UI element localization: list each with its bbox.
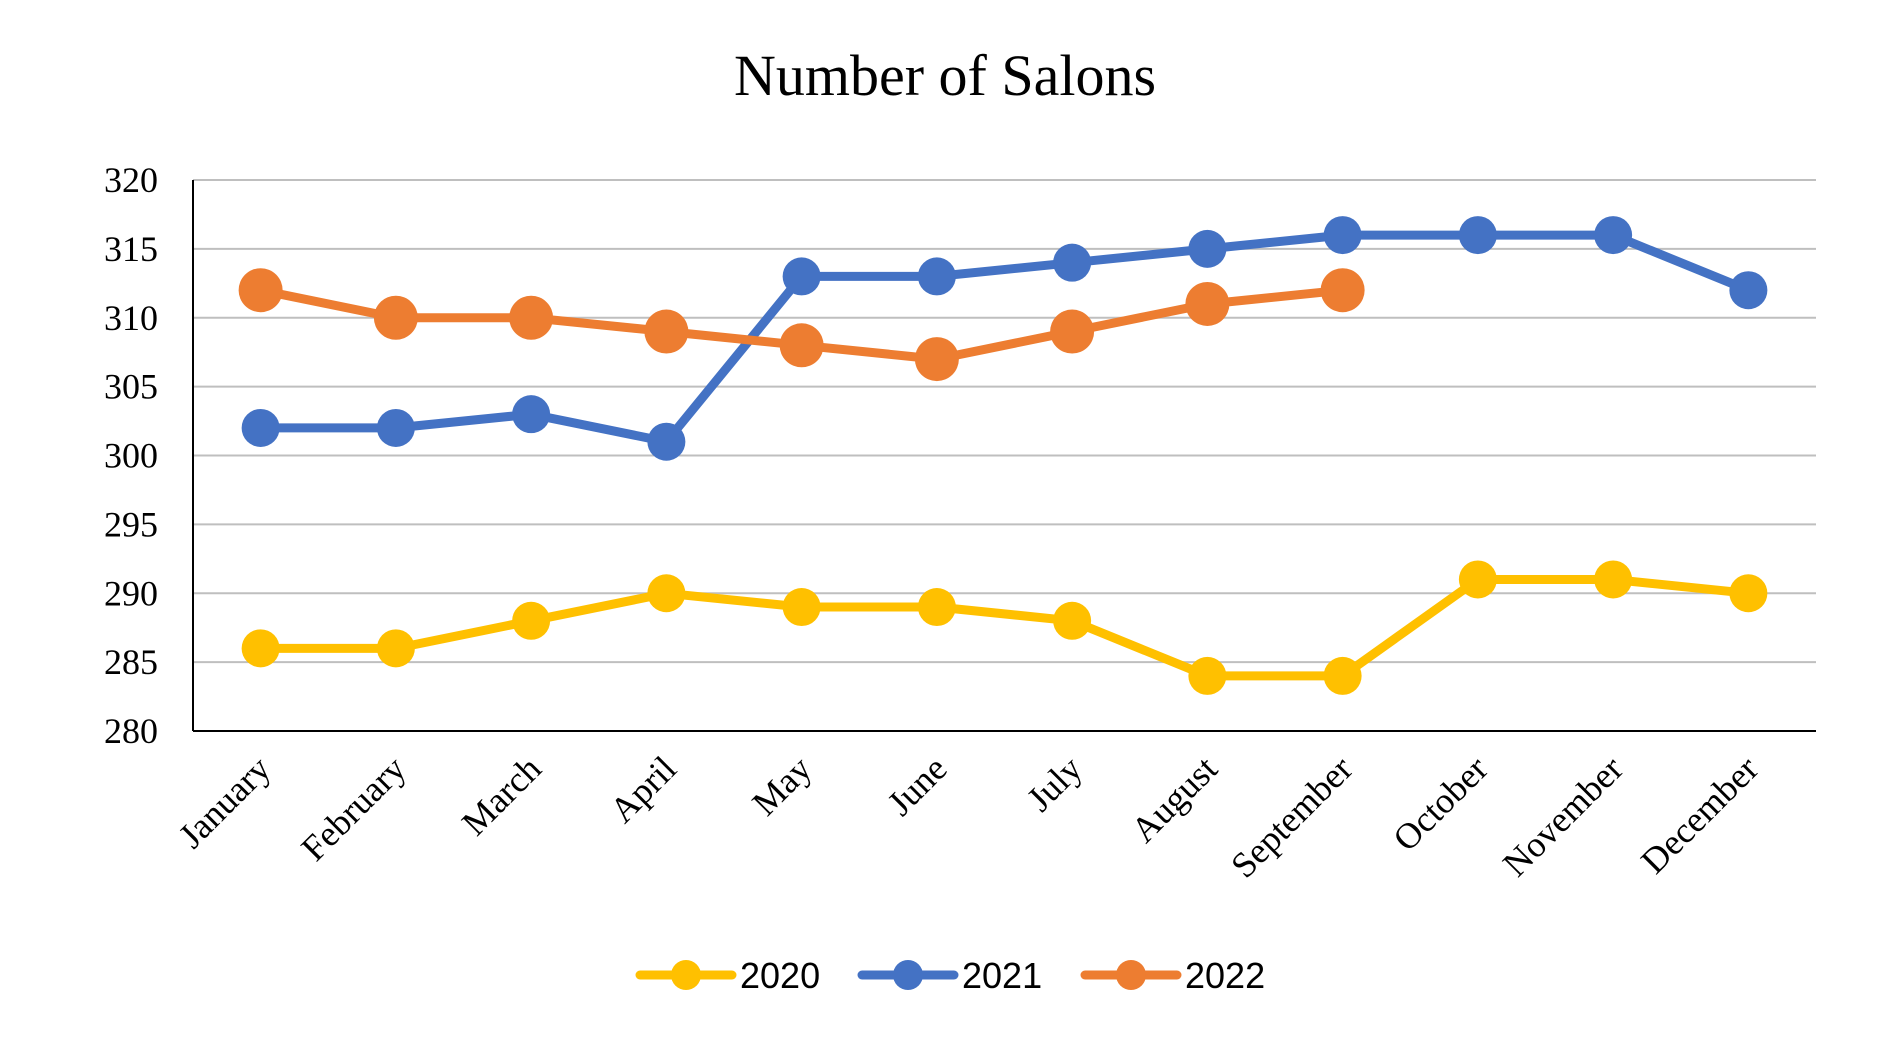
data-point	[512, 395, 551, 434]
legend-item-2022: 2022	[1080, 955, 1265, 996]
data-point	[917, 257, 956, 296]
y-tick-label: 320	[104, 160, 158, 200]
data-point	[1053, 601, 1092, 640]
legend-item-2020: 2020	[635, 955, 820, 996]
data-point	[509, 295, 554, 340]
legend-swatch-marker	[893, 960, 923, 990]
data-point	[1729, 271, 1768, 310]
y-tick-label: 280	[104, 711, 158, 751]
x-tick-label: November	[1495, 748, 1631, 884]
data-point	[644, 309, 689, 354]
data-point	[238, 268, 283, 313]
data-point	[376, 408, 415, 447]
data-point	[1458, 560, 1497, 599]
y-tick-label: 290	[104, 573, 158, 613]
legend-swatch-marker	[671, 960, 701, 990]
legend-label: 2020	[740, 955, 820, 996]
x-tick-label: July	[1019, 748, 1090, 819]
data-point	[241, 408, 280, 447]
x-tick-label: April	[602, 748, 684, 830]
data-point	[782, 588, 821, 627]
x-tick-label: October	[1385, 748, 1495, 858]
legend: 2020 2021 2022	[635, 955, 1265, 996]
y-tick-label: 285	[104, 642, 158, 682]
series-2020	[241, 560, 1768, 695]
x-axis-ticks: January February March April May June July Augu…	[171, 748, 1766, 885]
axes	[192, 180, 1816, 732]
x-tick-label: September	[1223, 748, 1360, 885]
chart-title: Number of Salons	[734, 43, 1156, 108]
series-line-2021	[256, 230, 1753, 447]
series-2021	[241, 216, 1768, 461]
data-point	[782, 257, 821, 296]
data-point	[1188, 229, 1227, 268]
series-line-2020	[256, 575, 1753, 681]
y-tick-label: 315	[104, 229, 158, 269]
data-point	[373, 295, 418, 340]
y-tick-label: 305	[104, 367, 158, 407]
data-point	[914, 337, 959, 382]
data-point	[1053, 243, 1092, 282]
x-tick-label: May	[744, 748, 819, 823]
series-2022	[238, 268, 1365, 382]
data-point	[1729, 574, 1768, 613]
data-point	[1594, 560, 1633, 599]
data-point	[647, 422, 686, 461]
data-point	[779, 323, 824, 368]
data-point	[647, 574, 686, 613]
y-tick-label: 300	[104, 436, 158, 476]
y-tick-label: 310	[104, 298, 158, 338]
x-tick-label: December	[1633, 748, 1766, 881]
y-tick-label: 295	[104, 504, 158, 544]
data-point	[376, 629, 415, 668]
legend-swatch-marker	[1116, 960, 1146, 990]
legend-label: 2022	[1185, 955, 1265, 996]
legend-label: 2021	[962, 955, 1042, 996]
data-point	[512, 601, 551, 640]
series-group	[238, 216, 1768, 695]
data-point	[1323, 656, 1362, 695]
legend-item-2021: 2021	[857, 955, 1042, 996]
x-tick-label: January	[171, 748, 278, 855]
data-point	[1458, 216, 1497, 255]
data-point	[1185, 281, 1230, 326]
data-point	[241, 629, 280, 668]
x-tick-label: February	[293, 748, 413, 868]
data-point	[1323, 216, 1362, 255]
y-axis-ticks: 280 285 290 295 300 305 310 315 320	[104, 160, 158, 751]
data-point	[1594, 216, 1633, 255]
data-point	[1320, 268, 1365, 313]
data-point	[917, 588, 956, 627]
data-point	[1188, 656, 1227, 695]
x-tick-label: March	[454, 748, 549, 843]
x-tick-label: August	[1123, 748, 1225, 850]
data-point	[1050, 309, 1095, 354]
x-tick-label: June	[880, 748, 955, 823]
